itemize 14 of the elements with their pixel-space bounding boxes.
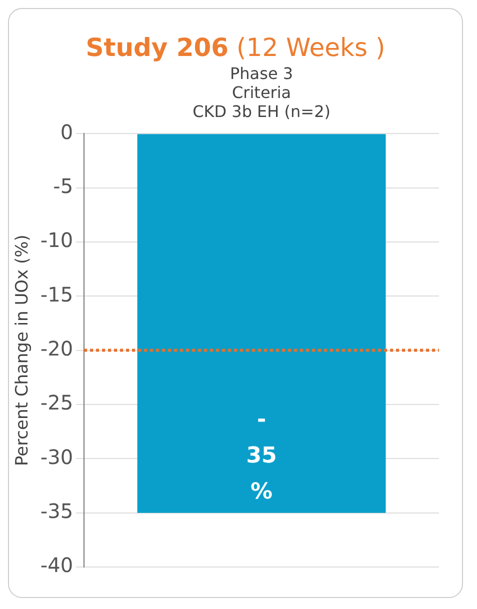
chart-title: Study 206	[86, 33, 229, 62]
y-tick-label: -35	[40, 499, 74, 524]
y-tick-label: 0	[60, 120, 74, 144]
y-tick-label: -30	[40, 444, 74, 469]
chart-subtitle: (12 Weeks )	[236, 33, 386, 62]
y-tick-label: -10	[40, 228, 74, 252]
y-tick-label: -15	[40, 282, 74, 306]
x-tick-label: Phase 3 Criteria CKD 3b EH (n=2)	[192, 64, 330, 122]
y-tick-label: -40	[40, 553, 74, 578]
y-tick-label: -20	[40, 336, 74, 361]
y-tick-label: -25	[40, 390, 74, 415]
y-tick-label: -5	[53, 174, 74, 198]
data-label: - 35 %	[246, 408, 277, 505]
y-axis-title: Percent Change in UOx (%)	[12, 234, 33, 466]
